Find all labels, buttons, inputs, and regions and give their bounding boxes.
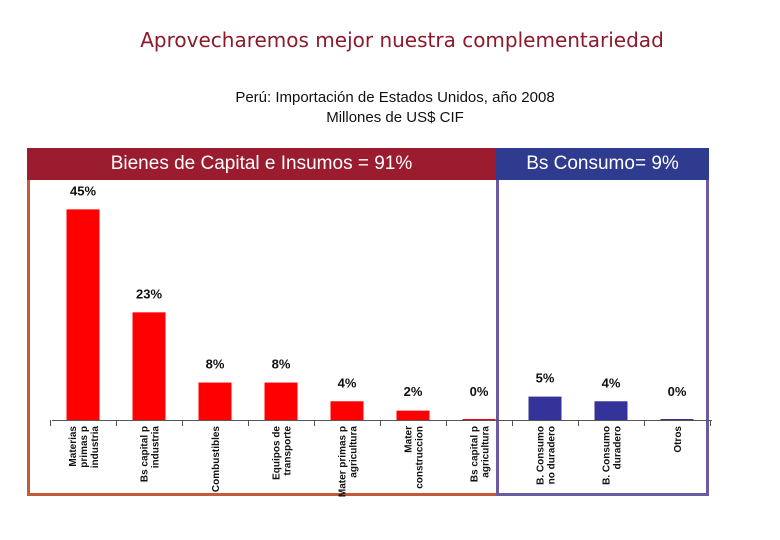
group-header-consumo: Bs Consumo= 9% bbox=[496, 148, 709, 180]
category-label-4: Mater primas p agricultura bbox=[338, 426, 360, 498]
chart-title-block: Perú: Importación de Estados Unidos, año… bbox=[0, 88, 780, 128]
bar-8 bbox=[594, 401, 628, 420]
category-label-6-line-1: agricultura bbox=[481, 426, 492, 478]
chart-subtitle: Millones de US$ CIF bbox=[326, 109, 464, 126]
category-label-2: Combustibles bbox=[211, 426, 222, 493]
category-label-3: Equipos de transporte bbox=[272, 426, 294, 480]
category-label-6-line-0: Bs capital p bbox=[470, 426, 481, 482]
value-label-2: 8% bbox=[206, 357, 225, 372]
category-label-6: Bs capital p agricultura bbox=[470, 426, 492, 483]
value-label-3: 8% bbox=[272, 357, 291, 372]
bar-4 bbox=[330, 401, 364, 420]
category-label-8-line-1: duradero bbox=[613, 426, 624, 469]
category-label-3-line-0: Equipos de bbox=[272, 426, 283, 480]
category-label-7-line-1: no duradero bbox=[547, 426, 558, 484]
category-label-0-line-2: industria bbox=[90, 426, 101, 469]
category-label-5: Mater construccion bbox=[404, 426, 426, 489]
category-label-9-line-0: Otros bbox=[673, 426, 684, 453]
bar-0 bbox=[66, 209, 100, 420]
category-label-1: Bs capital p industria bbox=[140, 426, 162, 483]
category-label-0: Materias primas p industria bbox=[68, 426, 101, 469]
bar-5 bbox=[396, 410, 430, 420]
bar-3 bbox=[264, 382, 298, 420]
category-label-4-line-1: agricultura bbox=[349, 426, 360, 478]
value-label-5: 2% bbox=[404, 384, 423, 399]
bar-9 bbox=[660, 419, 694, 420]
value-label-9: 0% bbox=[668, 384, 687, 399]
value-label-7: 5% bbox=[536, 371, 555, 386]
bar-2 bbox=[198, 382, 232, 420]
category-label-3-line-1: transporte bbox=[283, 426, 294, 476]
value-label-4: 4% bbox=[338, 375, 357, 390]
category-label-5-line-1: construccion bbox=[415, 426, 426, 489]
category-label-9: Otros bbox=[673, 426, 684, 453]
chart-title: Perú: Importación de Estados Unidos, año… bbox=[235, 89, 555, 106]
category-label-1-line-1: industria bbox=[151, 426, 162, 469]
bar-7 bbox=[528, 396, 562, 420]
category-label-0-line-1: primas p bbox=[79, 426, 90, 468]
category-label-4-line-0: Mater primas p bbox=[338, 426, 349, 497]
category-label-7-line-0: B. Consumo bbox=[536, 426, 547, 485]
bar-1 bbox=[132, 312, 166, 420]
category-label-7: B. Consumo no duradero bbox=[536, 426, 558, 485]
consumer-group-frame bbox=[496, 148, 709, 496]
category-label-1-line-0: Bs capital p bbox=[140, 426, 151, 482]
bar-6 bbox=[462, 419, 496, 420]
category-label-8-line-0: B. Consumo bbox=[602, 426, 613, 485]
category-label-5-line-0: Mater bbox=[404, 426, 415, 453]
value-label-8: 4% bbox=[602, 375, 621, 390]
value-label-1: 23% bbox=[136, 286, 162, 301]
category-label-2-line-0: Combustibles bbox=[211, 426, 222, 493]
category-label-8: B. Consumo duradero bbox=[602, 426, 624, 485]
group-header-capital: Bienes de Capital e Insumos = 91% bbox=[27, 148, 496, 180]
value-label-6: 0% bbox=[470, 384, 489, 399]
value-label-0: 45% bbox=[70, 183, 96, 198]
category-label-0-line-0: Materias bbox=[68, 426, 79, 467]
slide-title: Aprovecharemos mejor nuestra complementa… bbox=[140, 28, 664, 52]
